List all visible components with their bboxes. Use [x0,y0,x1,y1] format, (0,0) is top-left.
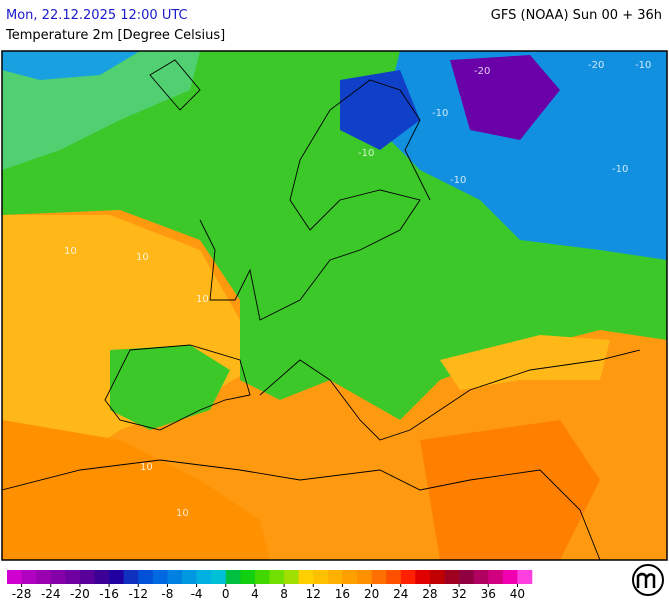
contour-label: -10 [358,148,374,159]
legend-swatch [327,570,343,584]
legend-swatch [21,570,37,584]
map-field [1,50,668,561]
legend-tick-label: 24 [393,587,408,600]
contour-label: 10 [196,294,209,305]
contour-label: 10 [136,252,149,263]
legend-tick-label: -20 [70,587,90,600]
contour-label: 10 [140,462,153,473]
valid-time: Mon, 22.12.2025 12:00 UTC [6,8,188,23]
legend-tick-label: 40 [510,587,525,600]
legend-swatch [182,570,197,584]
contour-label: -10 [450,175,466,186]
legend-swatch [488,570,504,584]
legend-swatch [357,570,372,584]
contour-label: 10 [64,246,77,257]
legend-tick-label: -16 [99,587,119,600]
model-run: GFS (NOAA) Sun 00 + 36h [491,8,662,23]
contour-label: -10 [432,108,448,119]
legend-tick-label: 8 [280,587,288,600]
legend: -28 -24 -20 -16 -12 -8 -4 0 4 8 12 16 20 24 28 32 36 40 [7,570,533,601]
legend-swatch [79,570,95,584]
legend-swatch [94,570,110,584]
legend-swatch [400,570,416,584]
legend-swatch [167,570,183,584]
legend-swatch [429,570,445,584]
contour-label: -10 [612,164,628,175]
contour-label: 10 [176,508,189,519]
legend-swatch [7,570,22,584]
legend-tick-label: 28 [422,587,437,600]
legend-swatch [459,570,474,584]
legend-swatch [50,570,66,584]
legend-tick-label: 12 [306,587,321,600]
legend-tick-label: 20 [364,587,379,600]
legend-tick-label: -4 [191,587,203,600]
parameter: Temperature 2m [Degree Celsius] [5,28,225,43]
legend-tick-label: 0 [222,587,230,600]
legend-tick-label: -12 [128,587,148,600]
legend-swatch [473,570,489,584]
legend-swatch [284,570,299,584]
contour-label: -10 [635,60,651,71]
contour-label: -20 [474,66,490,77]
logo [632,564,664,596]
legend-tick-label: -28 [12,587,32,600]
legend-swatch [240,570,256,584]
legend-swatch [386,570,402,584]
legend-swatch [502,570,518,584]
legend-tick-label: -8 [161,587,173,600]
legend-tick-label: 36 [481,587,496,600]
legend-swatch [123,570,139,584]
legend-tick-label: 4 [251,587,259,600]
legend-swatch [313,570,329,584]
legend-tick-label: -24 [41,587,61,600]
legend-swatch [371,570,387,584]
legend-swatch [65,570,81,584]
legend-swatch [138,570,154,584]
legend-swatch [211,570,227,584]
legend-swatch [109,570,124,584]
legend-swatch [36,570,52,584]
legend-swatch [298,570,314,584]
legend-tick-label: 32 [451,587,466,600]
legend-swatch [415,570,431,584]
legend-swatch [225,570,241,584]
legend-swatch [517,570,533,584]
legend-swatch [152,570,168,584]
legend-tick-label: 16 [335,587,350,600]
contour-label: -20 [588,60,604,71]
legend-swatch [254,570,270,584]
legend-swatch [196,570,212,584]
legend-swatch [269,570,285,584]
legend-swatch [444,570,460,584]
legend-swatch [342,570,358,584]
